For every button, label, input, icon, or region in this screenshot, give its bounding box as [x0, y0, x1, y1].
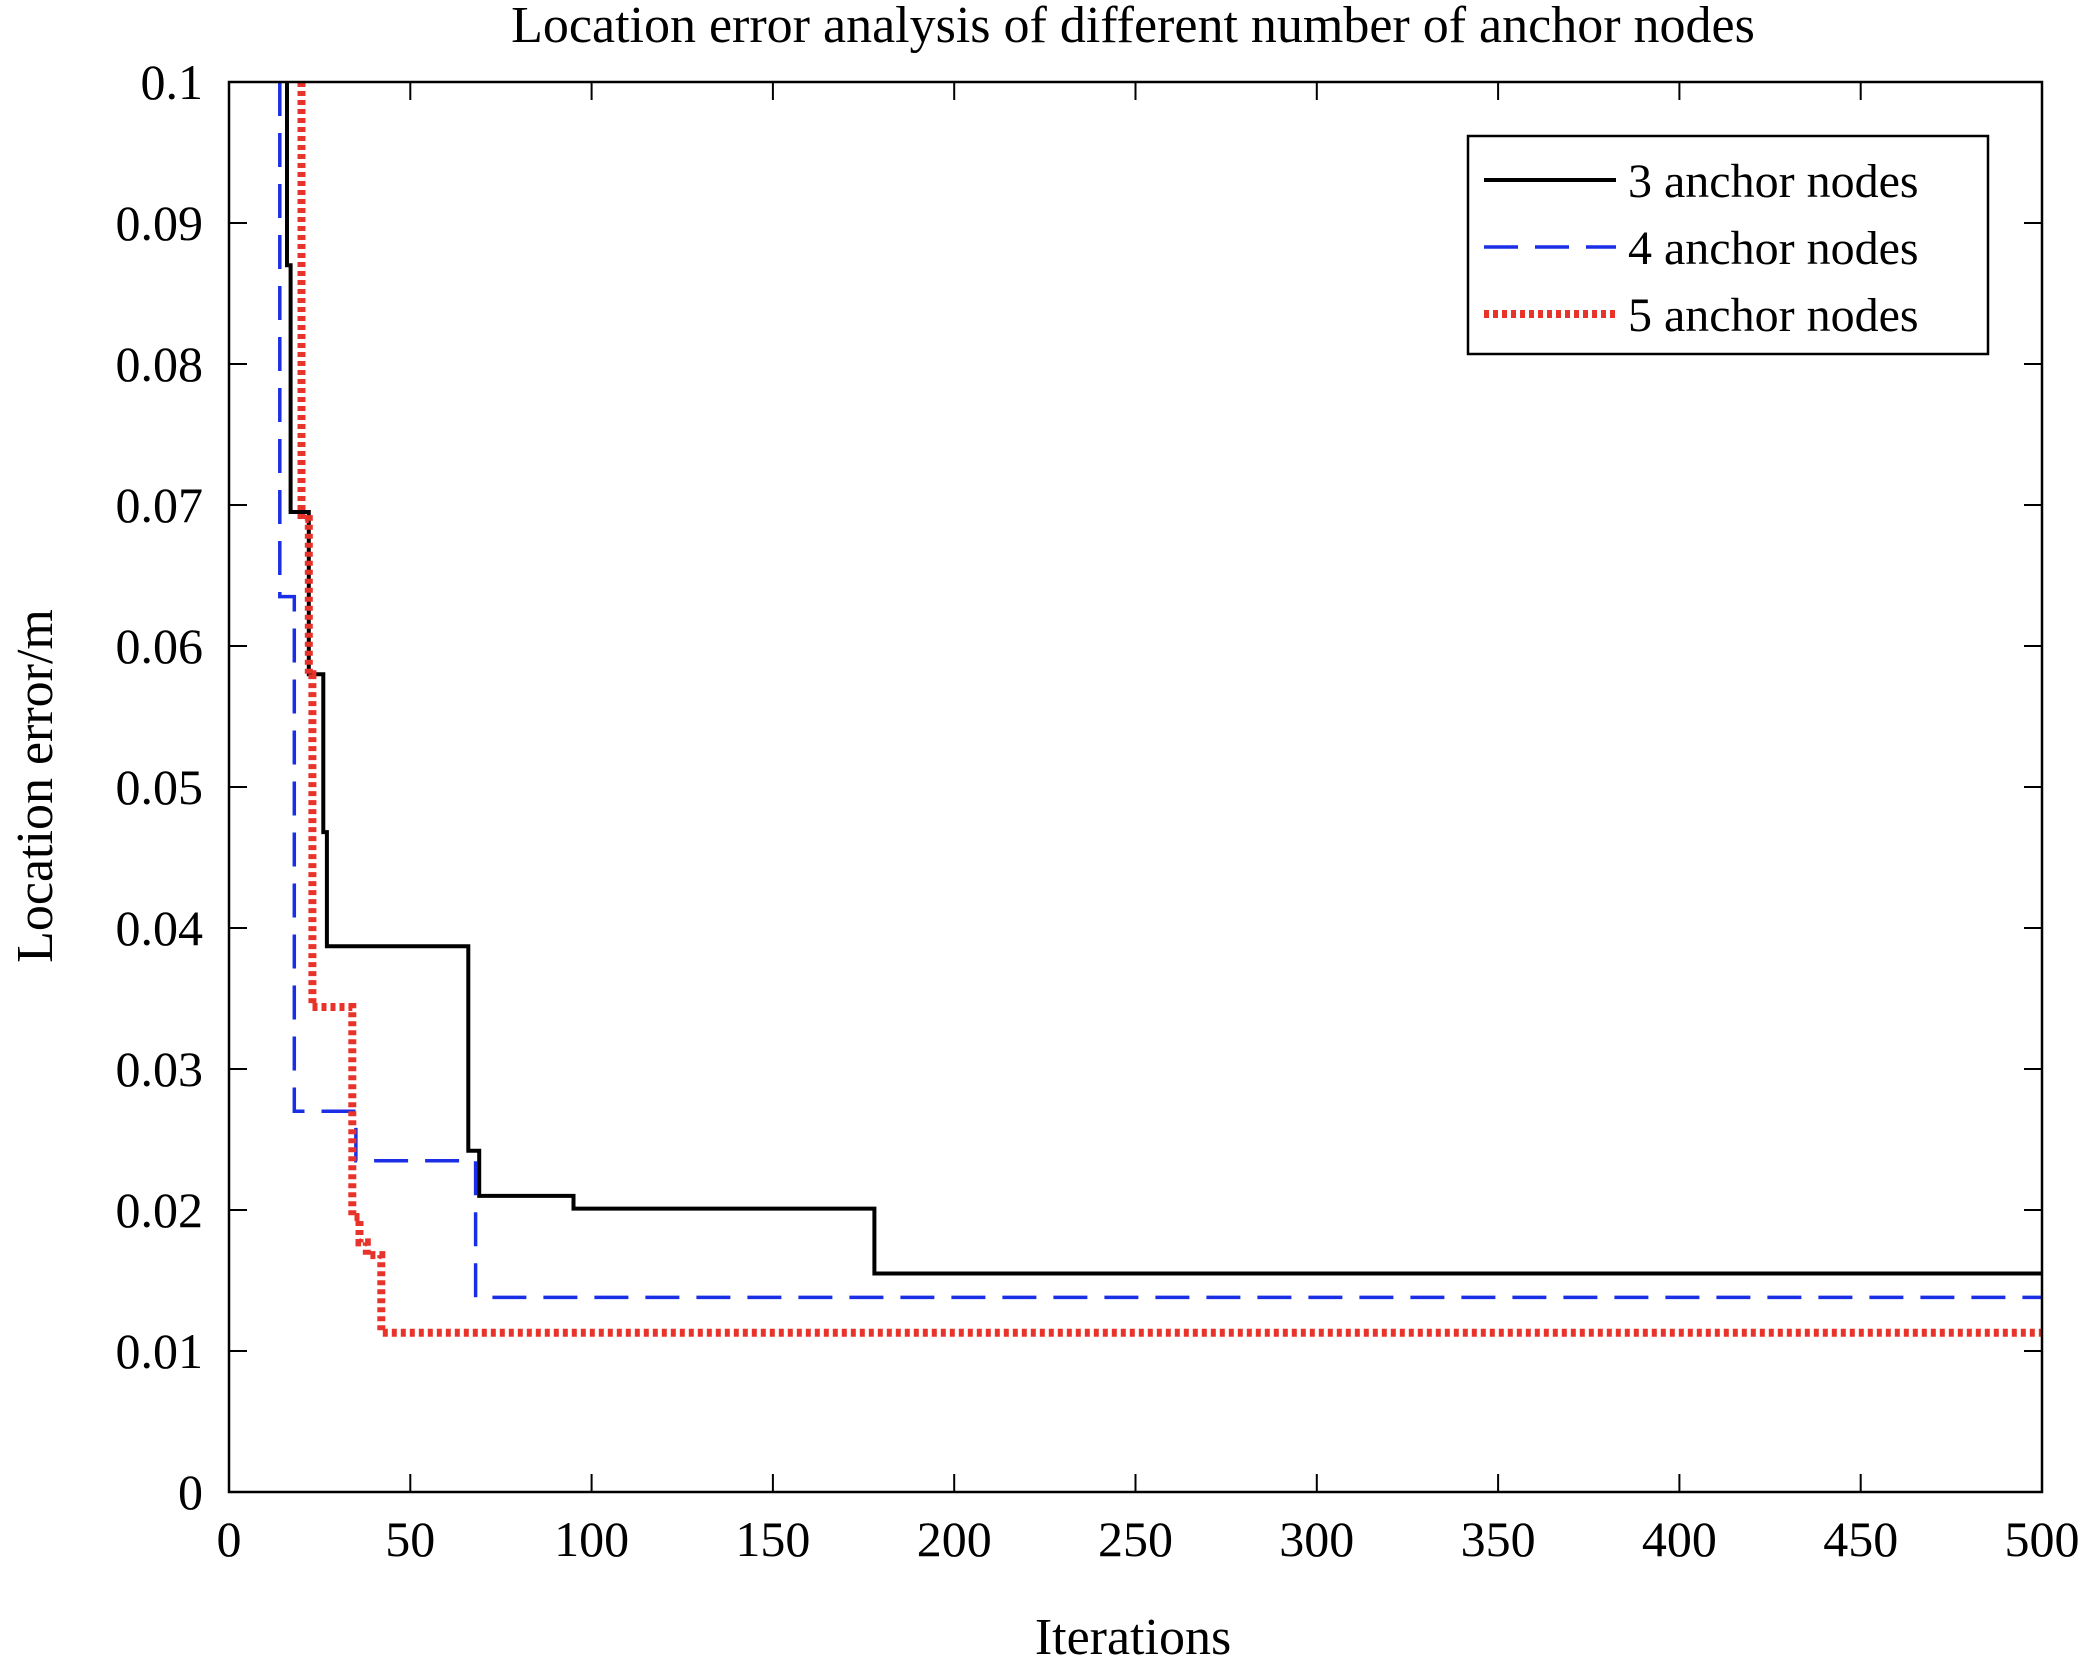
legend-label: 4 anchor nodes — [1628, 222, 1919, 275]
y-tick-label: 0.06 — [116, 618, 204, 674]
x-tick-label: 150 — [735, 1511, 810, 1567]
x-tick-labels: 0 50 100 150 200 250 300 350 400 450 500 — [217, 1511, 2080, 1567]
legend-label: 3 anchor nodes — [1628, 155, 1919, 208]
series-line-4-anchor-nodes — [278, 82, 2042, 1300]
y-tick-label: 0.1 — [141, 54, 204, 110]
y-tick-label: 0.07 — [116, 477, 204, 533]
y-tick-labels: 0 0.01 0.02 0.03 0.04 0.05 0.06 0.07 0.08 0.09 0.1 — [116, 54, 204, 1520]
y-axis-label: Location error/m — [7, 609, 64, 963]
legend: 3 anchor nodes 4 anchor nodes 5 anchor nod… — [1466, 134, 1990, 356]
x-tick-label: 100 — [554, 1511, 629, 1567]
legend-label: 5 anchor nodes — [1628, 289, 1919, 342]
series-line-5-anchor-nodes — [297, 82, 2042, 1337]
series-line-3-anchor-nodes — [285, 82, 2042, 1276]
axis-ticks — [228, 81, 2043, 1493]
x-tick-label: 0 — [217, 1511, 242, 1567]
y-tick-label: 0.08 — [116, 336, 204, 392]
y-tick-label: 0.01 — [116, 1323, 204, 1379]
y-tick-label: 0 — [178, 1464, 203, 1520]
series-layer — [278, 82, 2042, 1337]
y-tick-label: 0.09 — [116, 195, 204, 251]
x-axis-label: Iterations — [1035, 1609, 1231, 1664]
y-tick-label: 0.03 — [116, 1041, 204, 1097]
x-tick-label: 50 — [385, 1511, 435, 1567]
y-tick-label: 0.04 — [116, 900, 204, 956]
x-tick-label: 350 — [1461, 1511, 1536, 1567]
legend-items: 3 anchor nodes 4 anchor nodes 5 anchor nod… — [1484, 155, 1919, 342]
chart-title: Location error analysis of different num… — [511, 0, 1755, 54]
x-tick-label: 500 — [2005, 1511, 2080, 1567]
x-tick-label: 250 — [1098, 1511, 1173, 1567]
y-tick-label: 0.02 — [116, 1182, 204, 1238]
x-tick-label: 200 — [917, 1511, 992, 1567]
y-tick-label: 0.05 — [116, 759, 204, 815]
x-tick-label: 400 — [1642, 1511, 1717, 1567]
x-tick-label: 450 — [1823, 1511, 1898, 1567]
x-tick-label: 300 — [1279, 1511, 1354, 1567]
legend-box — [1466, 134, 1990, 356]
